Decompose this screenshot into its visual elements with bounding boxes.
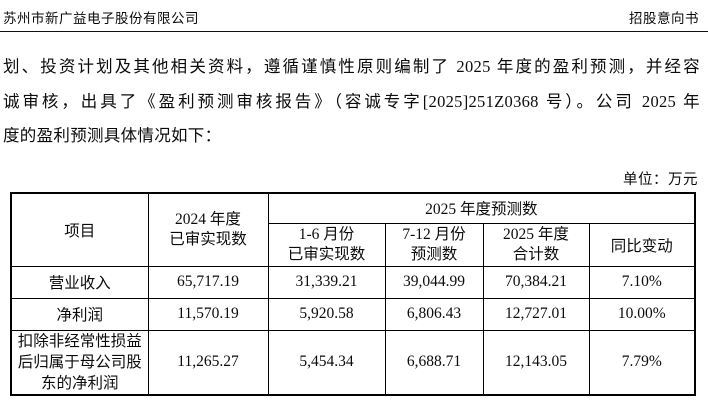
table-row-net-profit: 净利润 11,570.19 5,920.58 6,806.43 12,727.0… <box>10 297 696 331</box>
value-h2-forecast: 39,044.99 <box>384 265 484 299</box>
doc-type-label: 招股意向书 <box>629 11 699 26</box>
value-h1-actual: 5,454.34 <box>267 329 386 395</box>
col-header-2024-actual: 2024 年度 已审实现数 <box>147 192 269 267</box>
value-h2-forecast: 6,688.71 <box>384 329 484 395</box>
item-cell: 净利润 <box>10 297 149 331</box>
body-paragraph: 划、投资计划及其他相关资料，遵循谨慎性原则编制了 2025 年度的盈利预测，并经… <box>3 50 700 154</box>
value-2024-actual: 11,265.27 <box>147 329 269 395</box>
company-name: 苏州市新广益电子股份有限公司 <box>3 11 199 26</box>
value-2024-actual: 11,570.19 <box>147 297 269 331</box>
col-header-h1-actual: 1-6 月份 已审实现数 <box>267 222 386 267</box>
value-h2-forecast: 6,806.43 <box>384 297 484 331</box>
col-header-item: 项目 <box>10 192 149 267</box>
col-header-full-year-total: 2025 年度 合计数 <box>482 222 590 267</box>
value-yoy-change: 10.00% <box>588 297 696 331</box>
value-h1-actual: 5,920.58 <box>267 297 386 331</box>
table-row-revenue: 营业收入 65,717.19 31,339.21 39,044.99 70,38… <box>10 265 696 299</box>
value-h1-actual: 31,339.21 <box>267 265 386 299</box>
col-header-yoy-change: 同比变动 <box>588 222 696 267</box>
item-cell: 扣除非经常性损益后归属于母公司股东的净利润 <box>10 329 149 395</box>
value-full-year-total: 12,727.01 <box>482 297 590 331</box>
profit-forecast-table: 项目 2024 年度 已审实现数 2025 年度预测数 1-6 月份 已审实现数… <box>10 192 697 396</box>
table-header-group-row: 项目 2024 年度 已审实现数 2025 年度预测数 <box>10 192 696 267</box>
unit-label: 单位：万元 <box>623 172 698 188</box>
paragraph-line-1: 划、投资计划及其他相关资料，遵循谨慎性原则编制了 2025 年度的盈利预测，并经… <box>3 57 700 76</box>
value-yoy-change: 7.10% <box>588 265 696 299</box>
paragraph-line-3: 度的盈利预测具体情况如下： <box>3 126 222 146</box>
value-full-year-total: 12,143.05 <box>482 329 590 395</box>
col-header-2025-forecast-group: 2025 年度预测数 <box>267 192 696 224</box>
paragraph-line-2: 诚审核，出具了《盈利预测审核报告》（容诚专字[2025]251Z0368 号）。… <box>3 91 700 111</box>
value-yoy-change: 7.79% <box>588 329 696 395</box>
table-row-net-profit-excl-nonrecurring: 扣除非经常性损益后归属于母公司股东的净利润 11,265.27 5,454.34… <box>10 329 696 395</box>
page-header: 苏州市新广益电子股份有限公司 招股意向书 <box>0 0 708 32</box>
value-full-year-total: 70,384.21 <box>482 265 590 299</box>
item-cell: 营业收入 <box>10 265 149 299</box>
value-2024-actual: 65,717.19 <box>147 265 269 299</box>
col-header-h2-forecast: 7-12 月份 预测数 <box>384 222 484 267</box>
table-header-sub-row: 1-6 月份 已审实现数 7-12 月份 预测数 2025 年度 合计数 同比变… <box>11 222 696 267</box>
